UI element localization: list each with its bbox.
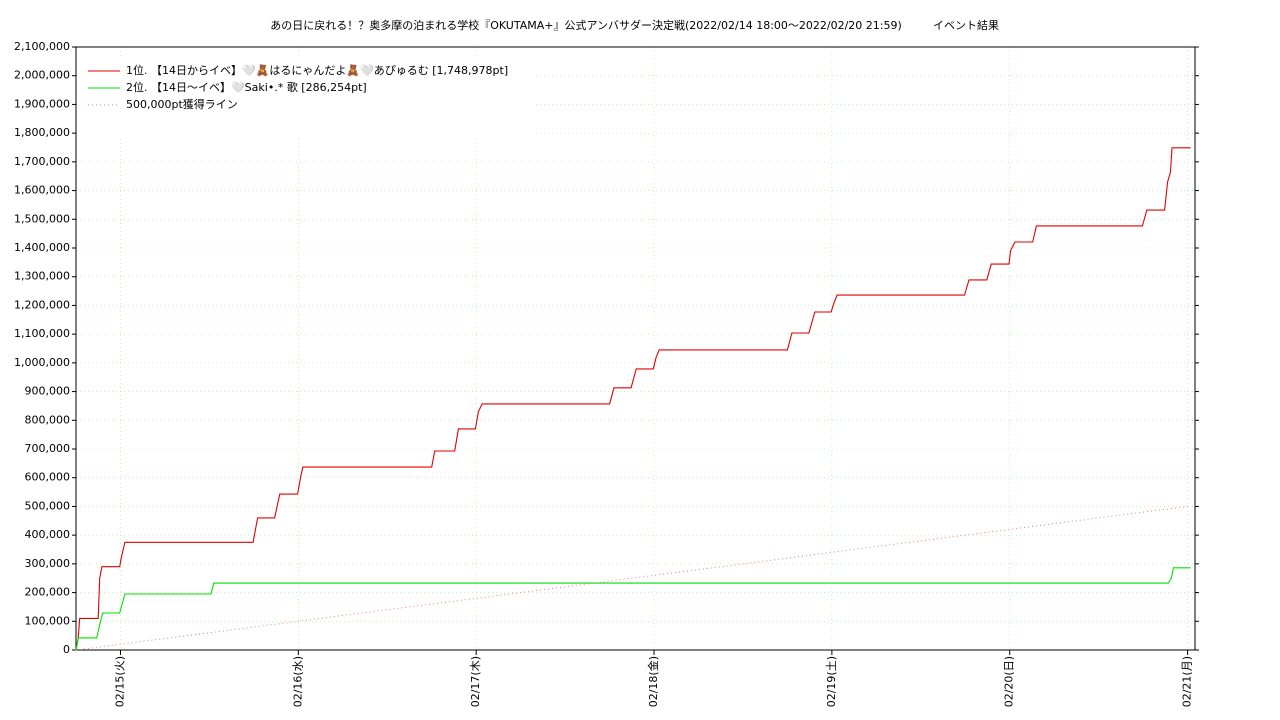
- y-tick-label: 300,000: [25, 557, 71, 570]
- y-tick-label: 600,000: [25, 471, 71, 484]
- y-tick-label: 800,000: [25, 413, 71, 426]
- y-tick-label: 0: [63, 643, 70, 656]
- y-tick-label: 1,900,000: [14, 97, 70, 110]
- x-tick-label: 02/16(水): [291, 656, 304, 707]
- legend-label: 1位. 【14日からイベ】🤍🧸はるにゃんだよ🧸🤍あぴゅるむ [1,748,978…: [126, 63, 508, 77]
- x-tick-label: 02/18(金): [646, 656, 660, 707]
- x-tick-label: 02/19(土): [825, 656, 838, 707]
- x-tick-label: 02/17(木): [469, 656, 482, 707]
- y-tick-label: 500,000: [25, 499, 71, 512]
- y-tick-label: 1,500,000: [14, 212, 70, 225]
- series-line: [75, 147, 1191, 651]
- legend-box: [78, 59, 536, 137]
- x-tick-label: 02/15(火): [113, 656, 126, 707]
- y-tick-label: 400,000: [25, 528, 71, 541]
- y-tick-label: 100,000: [25, 614, 71, 627]
- y-tick-label: 2,000,000: [14, 69, 70, 82]
- y-tick-label: 200,000: [25, 586, 71, 599]
- legend-label: 2位. 【14日〜イベ】🤍Saki•.* 歌 [286,254pt]: [126, 80, 367, 94]
- y-tick-label: 900,000: [25, 385, 71, 398]
- y-tick-label: 1,100,000: [14, 327, 70, 340]
- y-tick-label: 2,100,000: [14, 40, 70, 53]
- series-line: [75, 505, 1188, 651]
- x-tick-label: 02/20(日): [1003, 656, 1016, 707]
- y-tick-label: 700,000: [25, 442, 71, 455]
- y-tick-label: 1,200,000: [14, 298, 70, 311]
- chart-subtitle: イベント結果: [933, 18, 999, 32]
- chart-title: あの日に戻れる！？奥多摩の泊まれる学校『OKUTAMA+』公式アンバサダー決定戦…: [270, 18, 902, 32]
- y-tick-label: 1,300,000: [14, 270, 70, 283]
- y-tick-label: 1,800,000: [14, 126, 70, 139]
- y-tick-label: 1,400,000: [14, 241, 70, 254]
- x-tick-label: 02/21(月): [1181, 656, 1194, 707]
- y-tick-label: 1,600,000: [14, 184, 70, 197]
- y-tick-label: 1,000,000: [14, 356, 70, 369]
- legend-label: 500,000pt獲得ライン: [126, 98, 238, 111]
- series-line: [75, 567, 1191, 651]
- y-tick-label: 1,700,000: [14, 155, 70, 168]
- plot-frame: [75, 46, 1196, 651]
